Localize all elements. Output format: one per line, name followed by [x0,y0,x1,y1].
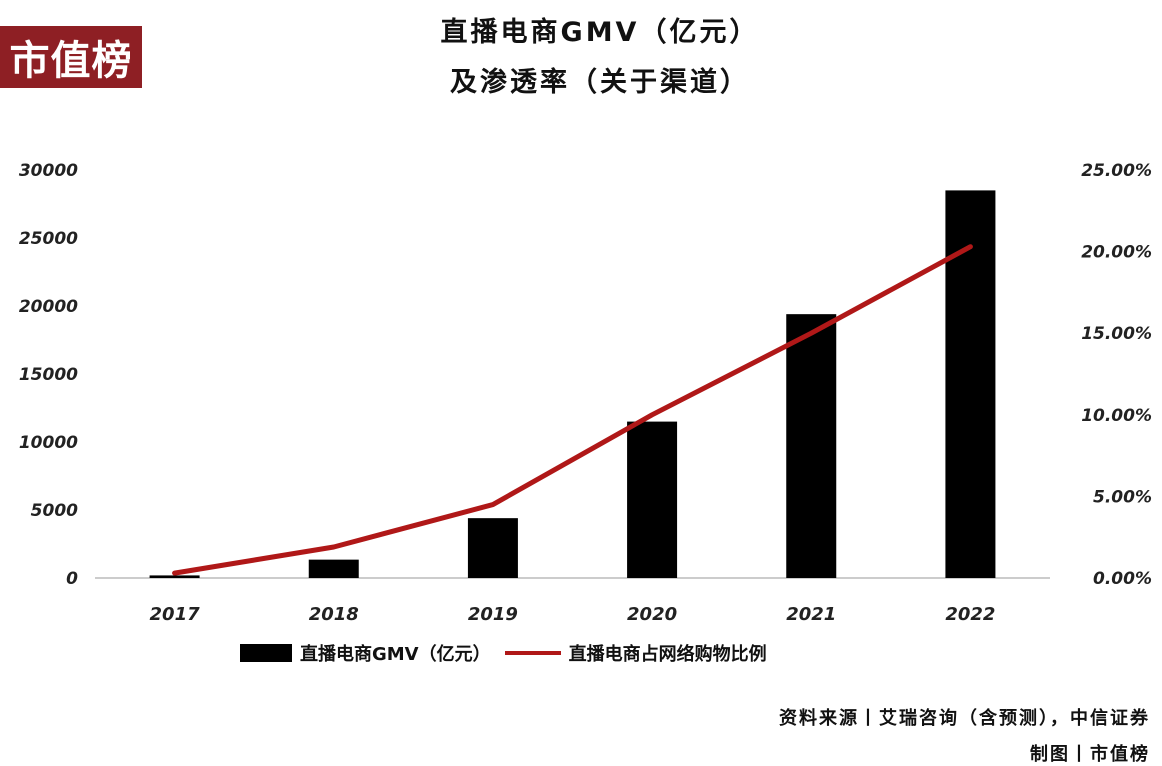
legend-swatch-bar [240,644,292,662]
legend-item-ratio: 直播电商占网络购物比例 [505,640,767,666]
source-note: 资料来源丨艾瑞咨询（含预测），中信证券 [779,704,1150,730]
x-tick-label: 2020 [627,604,677,625]
bar-2021 [786,314,836,578]
y-right-tick-label: 15.00% [1081,324,1152,344]
y-right-tick-label: 10.00% [1081,406,1152,426]
credit-note: 制图丨市值榜 [1030,740,1150,766]
y-right-tick-label: 20.00% [1081,243,1152,263]
x-tick-label: 2019 [468,604,518,625]
legend-label-gmv: 直播电商GMV（亿元） [300,640,491,666]
y-right-tick-label: 5.00% [1093,487,1152,507]
legend: 直播电商GMV（亿元） 直播电商占网络购物比例 [240,640,767,666]
x-tick-label: 2022 [945,604,995,625]
legend-swatch-line [505,651,561,655]
x-tick-label: 2018 [309,604,359,625]
x-tick-label: 2017 [150,604,201,625]
y-right-tick-label: 25.00% [1081,161,1152,181]
ratio-line [175,247,971,573]
bar-2018 [309,560,359,578]
combo-chart: 0 5000 10000 15000 20000 25000 30000 0.00% 5.00… [0,0,1162,640]
y-left-tick-label: 25000 [19,229,78,249]
y-left-tick-label: 10000 [19,433,78,453]
bar-2020 [627,422,677,578]
y-left-tick-label: 15000 [19,365,78,385]
bar-2017 [150,575,200,578]
y-left-tick-label: 0 [66,569,78,589]
y-left-tick-label: 30000 [19,161,78,181]
legend-label-ratio: 直播电商占网络购物比例 [569,640,767,666]
x-tick-label: 2021 [786,604,836,625]
y-left-tick-label: 20000 [19,297,78,317]
y-right-tick-label: 0.00% [1093,569,1152,589]
bar-2019 [468,518,518,578]
y-left-tick-label: 5000 [31,501,78,521]
legend-item-gmv: 直播电商GMV（亿元） [240,640,491,666]
